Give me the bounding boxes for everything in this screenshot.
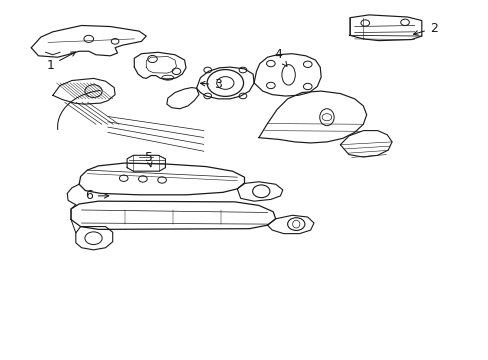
Text: 4: 4 — [274, 48, 286, 66]
Text: 5: 5 — [144, 150, 152, 167]
Text: 3: 3 — [200, 78, 222, 91]
Text: 1: 1 — [46, 52, 76, 72]
Text: 6: 6 — [84, 189, 108, 202]
Text: 2: 2 — [413, 22, 437, 35]
